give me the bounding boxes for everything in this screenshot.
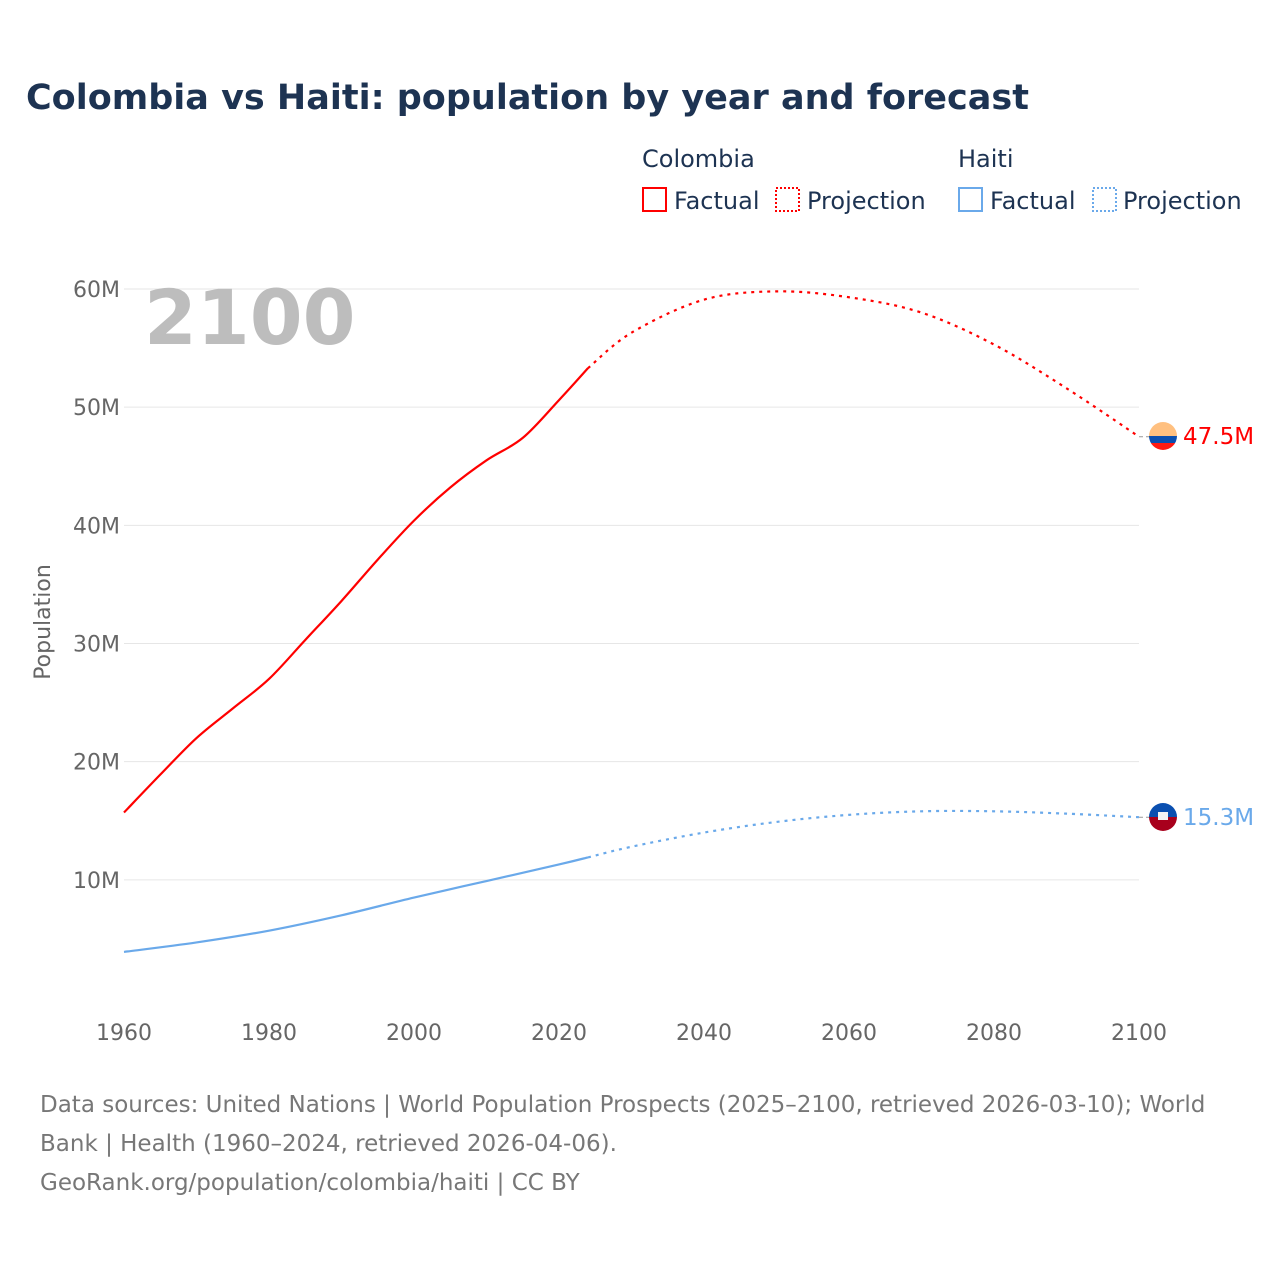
x-tick-label: 2060 [821,1021,877,1046]
legend-swatch-haiti-projection[interactable] [1092,187,1117,212]
footer-sources-line2: Bank | Health (1960–2024, retrieved 2026… [40,1131,617,1157]
haiti-flag-marker[interactable] [1149,803,1177,831]
x-tick-label: 1960 [96,1021,152,1046]
y-tick-label: 60M [73,278,120,303]
haiti-flag-red [1149,817,1177,831]
x-axis: 1960 1980 2000 2020 2040 2060 2080 2100 [96,1021,1167,1046]
legend-haiti-projection[interactable]: Projection [1123,187,1242,215]
x-tick-label: 2080 [966,1021,1022,1046]
x-tick-label: 2100 [1111,1021,1167,1046]
x-tick-label: 2040 [676,1021,732,1046]
y-tick-label: 40M [73,514,120,539]
y-tick-label: 50M [73,396,120,421]
legend-colombia-factual[interactable]: Factual [674,187,760,215]
footer-sources-line1: Data sources: United Nations | World Pop… [40,1092,1205,1118]
haiti-end-label: 15.3M [1183,805,1254,831]
y-axis: 10M 20M 30M 40M 50M 60M [73,278,120,894]
colombia-flag-marker[interactable] [1149,422,1177,450]
y-tick-label: 10M [73,869,120,894]
legend-group-colombia: Colombia [642,145,755,173]
legend-swatch-colombia-projection[interactable] [775,187,800,212]
chart-title: Colombia vs Haiti: population by year an… [26,78,1029,118]
legend: Colombia Factual Projection Haiti Factua… [642,145,1242,215]
haiti-projection-line[interactable] [587,809,1140,859]
grid [124,288,1139,881]
series-lines [123,290,1150,954]
y-axis-label: Population [31,564,56,680]
x-tick-label: 2000 [386,1021,442,1046]
colombia-flag-blue [1149,436,1177,443]
haiti-flag-blue [1149,803,1177,817]
footer-attribution[interactable]: GeoRank.org/population/colombia/haiti | … [40,1170,581,1196]
x-tick-label: 1980 [241,1021,297,1046]
legend-swatch-colombia-factual[interactable] [642,187,667,212]
y-tick-label: 30M [73,633,120,658]
haiti-coat-of-arms-icon [1158,812,1168,820]
current-year-label: 2100 [144,273,356,362]
x-tick-label: 2020 [531,1021,587,1046]
colombia-factual-line[interactable] [123,367,589,814]
colombia-projection-line[interactable] [587,290,1140,438]
legend-group-haiti: Haiti [958,145,1014,173]
haiti-factual-line[interactable] [123,856,589,954]
y-tick-label: 20M [73,751,120,776]
legend-swatch-haiti-factual[interactable] [958,187,983,212]
colombia-end-label: 47.5M [1183,424,1254,450]
end-markers: 47.5M 15.3M [1149,422,1254,831]
legend-haiti-factual[interactable]: Factual [990,187,1076,215]
colombia-flag-red [1149,443,1177,450]
legend-colombia-projection[interactable]: Projection [807,187,926,215]
colombia-flag-yellow [1149,422,1177,436]
